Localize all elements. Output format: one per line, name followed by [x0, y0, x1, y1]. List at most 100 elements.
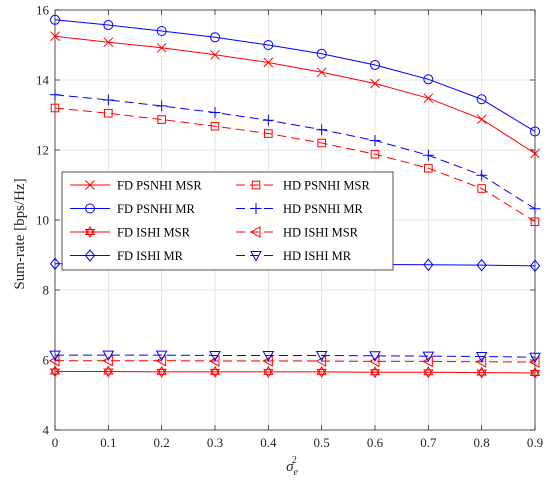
data-point: [529, 352, 541, 364]
data-point: [103, 365, 114, 378]
legend-label: HD ISHI MR: [283, 249, 352, 263]
data-point: [530, 217, 540, 227]
series-line-hd-psnhi-msr: [54, 107, 536, 223]
legend-label: FD PSNHI MR: [117, 202, 195, 216]
data-point: [475, 352, 488, 363]
data-point: [103, 20, 114, 31]
data-point: [155, 350, 168, 362]
series-hd-psnhi-mr: [49, 89, 541, 215]
data-point: [49, 365, 61, 378]
data-point: [476, 366, 487, 379]
legend-marker: [84, 249, 96, 262]
data-point: [209, 350, 221, 362]
data-point: [264, 129, 273, 138]
data-point: [422, 355, 433, 368]
series-fd-psnhi-mr: [50, 14, 540, 137]
series-hd-psnhi-msr: [50, 103, 540, 227]
data-point: [103, 37, 114, 48]
x-axis-title-main: σ: [286, 459, 294, 475]
legend-entry-hd-psnhi-mr: HD PSNHI MR: [236, 202, 364, 216]
data-point: [476, 114, 487, 125]
data-point: [476, 94, 487, 105]
data-point: [423, 74, 434, 85]
data-point: [263, 365, 274, 378]
data-point: [529, 259, 541, 273]
data-point: [262, 350, 275, 362]
legend-entry-fd-psnhi-mr: FD PSNHI MR: [70, 202, 195, 216]
data-point: [50, 103, 60, 113]
data-point: [529, 203, 541, 215]
series-group: [48, 14, 541, 379]
x-tick-label: 0.8: [474, 435, 490, 450]
data-point: [476, 258, 487, 272]
x-tick-label: 0.7: [420, 435, 437, 450]
data-point: [210, 32, 220, 43]
data-point: [102, 94, 114, 106]
legend-label: HD PSNHI MR: [283, 202, 364, 216]
series-fd-ishi-msr: [49, 365, 541, 379]
legend-marker: [85, 203, 95, 214]
data-point: [263, 57, 274, 68]
legend-box: [61, 171, 394, 271]
series-fd-psnhi-msr: [50, 31, 540, 159]
data-point: [423, 93, 434, 104]
data-point: [369, 366, 381, 379]
data-point: [424, 163, 433, 173]
data-point: [528, 356, 540, 368]
legend-label: HD PSNHI MSR: [283, 179, 370, 193]
legend-entry-fd-ishi-msr: FD ISHI MSR: [70, 226, 191, 240]
data-point: [316, 48, 327, 59]
data-point: [423, 258, 434, 272]
legend-marker: [85, 180, 95, 190]
data-point: [263, 40, 274, 50]
legend-entry-hd-psnhi-msr: HD PSNHI MSR: [236, 179, 370, 193]
data-point: [157, 115, 166, 124]
data-point: [423, 366, 434, 379]
legend-entry-fd-ishi-mr: FD ISHI MR: [70, 249, 184, 263]
legend-label: FD ISHI MR: [117, 249, 184, 263]
x-tick-label: 0.9: [527, 435, 543, 450]
y-axis-title: Sum-rate [bps/Hz]: [12, 178, 28, 289]
data-point: [476, 169, 488, 181]
y-tick-label: 16: [36, 3, 50, 18]
data-point: [210, 121, 220, 131]
x-axis-title-sup: 2: [292, 455, 297, 466]
data-point: [209, 107, 221, 119]
legend-label: FD PSNHI MSR: [117, 179, 202, 193]
data-point: [104, 108, 113, 118]
data-point: [315, 350, 328, 362]
data-point: [156, 42, 167, 53]
y-tick-label: 4: [43, 423, 50, 438]
legend-marker: [251, 180, 261, 190]
x-tick-label: 0.6: [367, 435, 384, 450]
axis-ticks: 0 0.1 0.2 0.3 0.4 0.5 0.6 0.7 0.8 0.9 4 6 8 10 12 14 16: [36, 3, 543, 451]
data-point: [316, 67, 327, 78]
data-point: [316, 124, 328, 136]
legend-entry-hd-ishi-mr: HD ISHI MR: [236, 249, 352, 263]
data-point: [102, 350, 115, 362]
legend-marker: [249, 226, 261, 238]
legend-entry-hd-ishi-msr: HD ISHI MSR: [236, 226, 359, 240]
series-line-hd-ishi-mr: [55, 354, 536, 358]
data-point: [49, 257, 61, 271]
x-axis-title-sub: e: [293, 467, 298, 478]
y-tick-label: 12: [36, 143, 49, 158]
y-tick-label: 14: [36, 73, 50, 88]
series-line-hd-psnhi-mr: [54, 94, 536, 210]
data-point: [529, 366, 541, 379]
data-point: [49, 89, 61, 101]
data-point: [50, 14, 60, 25]
x-tick-label: 0.3: [207, 435, 223, 450]
data-point: [316, 365, 327, 378]
series-hd-ishi-mr: [49, 350, 541, 364]
x-tick-label: 0: [52, 435, 59, 450]
data-point: [422, 149, 434, 161]
data-point: [475, 355, 487, 368]
legend-label: HD ISHI MSR: [283, 226, 359, 240]
legend: FD PSNHI MSR HD PSNHI MSR FD PSNHI MR HD PS…: [61, 171, 394, 271]
data-point: [369, 351, 381, 362]
legend-marker: [250, 203, 262, 214]
x-axis-title: σe2: [286, 455, 298, 478]
data-point: [530, 126, 540, 137]
data-point: [156, 26, 167, 36]
